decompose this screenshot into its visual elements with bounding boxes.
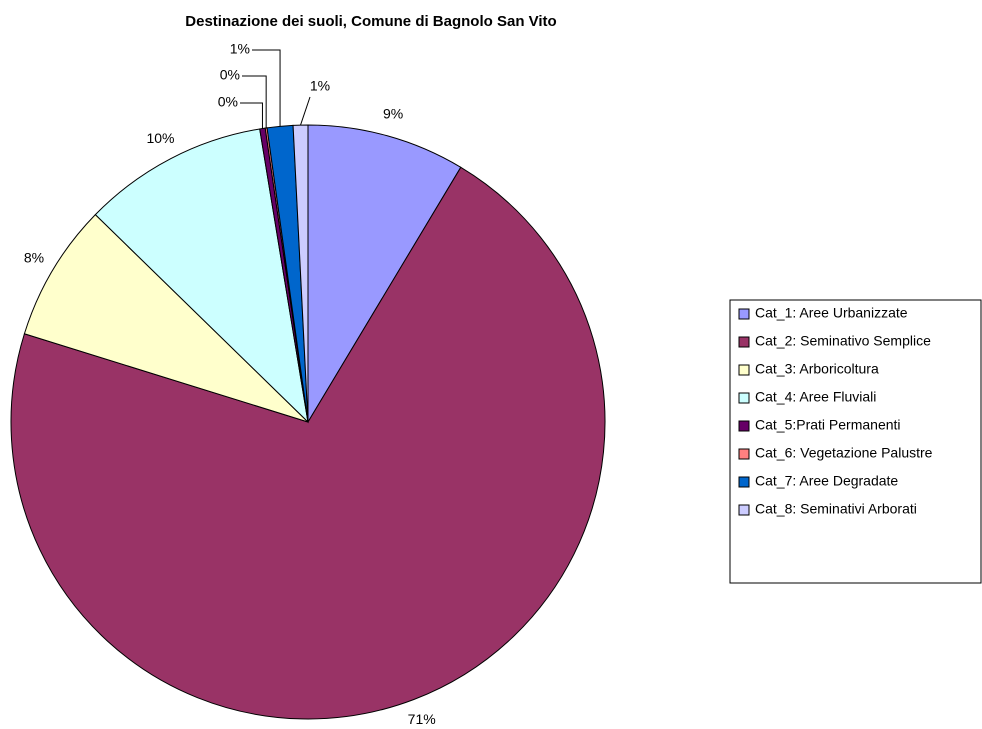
pie-slice [292, 124, 309, 423]
leader-line [242, 75, 267, 128]
legend-swatch [738, 476, 750, 488]
leader-line [240, 102, 263, 129]
legend-label: Cat_4: Aree Fluviali [755, 389, 876, 405]
legend-label: Cat_2: Seminativo Semplice [755, 333, 931, 349]
pie-slice [94, 128, 309, 424]
legend-swatch [738, 364, 750, 376]
data-label: 0% [218, 94, 238, 110]
pie-slice [23, 213, 309, 423]
legend-box [729, 299, 982, 584]
data-label: 1% [230, 41, 250, 57]
legend-label: Cat_1: Aree Urbanizzate [755, 305, 908, 321]
data-label: 10% [146, 130, 174, 146]
legend-label: Cat_3: Arboricoltura [755, 361, 879, 377]
chart-title: Destinazione dei suoli, Comune di Bagnol… [185, 13, 556, 30]
pie-slice [10, 166, 606, 720]
leader-line [252, 49, 281, 127]
legend-label: Cat_6: Vegetazione Palustre [755, 445, 933, 461]
data-label: 0% [220, 67, 240, 83]
data-label: 1% [310, 78, 330, 94]
legend-swatch [738, 308, 750, 320]
legend-swatch [738, 448, 750, 460]
legend-label: Cat_8: Seminativi Arborati [755, 501, 917, 517]
data-label: 71% [408, 711, 436, 727]
legend-swatch [738, 392, 750, 404]
legend-label: Cat_5:Prati Permanenti [755, 417, 901, 433]
legend-swatch [738, 336, 750, 348]
legend-label: Cat_7: Aree Degradate [755, 473, 898, 489]
legend-swatch [738, 420, 750, 432]
data-label: 9% [383, 105, 403, 121]
data-label: 8% [24, 249, 44, 265]
legend-swatch [738, 504, 750, 516]
leader-line [300, 96, 311, 126]
pie-slice [307, 124, 462, 424]
